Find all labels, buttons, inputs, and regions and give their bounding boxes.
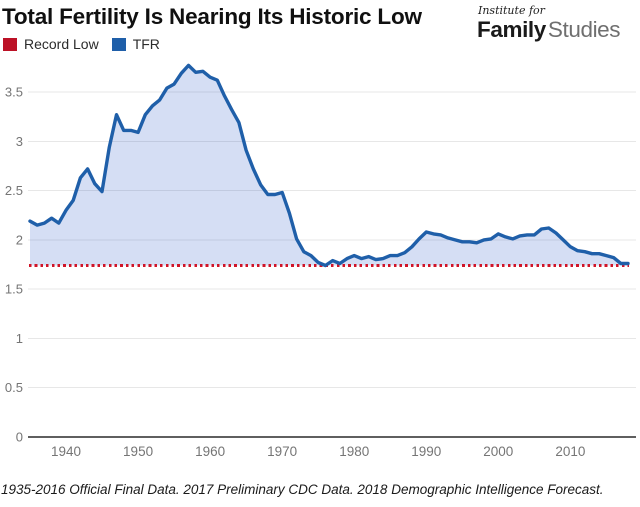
x-tick-label: 1990 [411, 444, 441, 459]
logo-institute-for: Institute for [478, 4, 545, 17]
y-tick-label: 2.5 [5, 183, 23, 198]
page-title: Total Fertility Is Nearing Its Historic … [2, 4, 422, 29]
logo-studies-text: Studies [547, 17, 621, 43]
y-tick-label: 3 [16, 134, 23, 149]
legend-label-tfr: TFR [132, 36, 160, 52]
x-tick-label: 1980 [339, 444, 369, 459]
logo-family-text: Family [477, 17, 546, 43]
y-tick-label: 2 [16, 232, 23, 247]
logo-family-studies: FamilyStudies [477, 18, 639, 42]
chart-legend: Record Low TFR [3, 36, 160, 52]
record-low-swatch-icon [3, 37, 17, 51]
y-tick-label: 1 [16, 331, 23, 346]
x-tick-label: 1940 [51, 444, 81, 459]
tfr-swatch-icon [111, 37, 126, 51]
x-tick-label: 2000 [483, 444, 513, 459]
legend-item-record-low: Record Low [3, 36, 99, 52]
x-tick-label: 1970 [267, 444, 297, 459]
footer-note: 1935-2016 Official Final Data. 2017 Prel… [1, 482, 604, 497]
x-tick-label: 2010 [555, 444, 585, 459]
legend-item-tfr: TFR [111, 36, 160, 52]
tfr-area [30, 65, 628, 266]
tfr-line [28, 63, 630, 268]
ifs-logo: Institute for FamilyStudies [477, 4, 639, 42]
y-tick-label: 1.5 [5, 282, 23, 297]
legend-label-record-low: Record Low [24, 36, 99, 52]
y-tick-label: 0.5 [5, 380, 23, 395]
y-tick-label: 0 [16, 430, 23, 445]
x-tick-label: 1950 [123, 444, 153, 459]
y-tick-label: 3.5 [5, 85, 23, 100]
x-tick-label: 1960 [195, 444, 225, 459]
